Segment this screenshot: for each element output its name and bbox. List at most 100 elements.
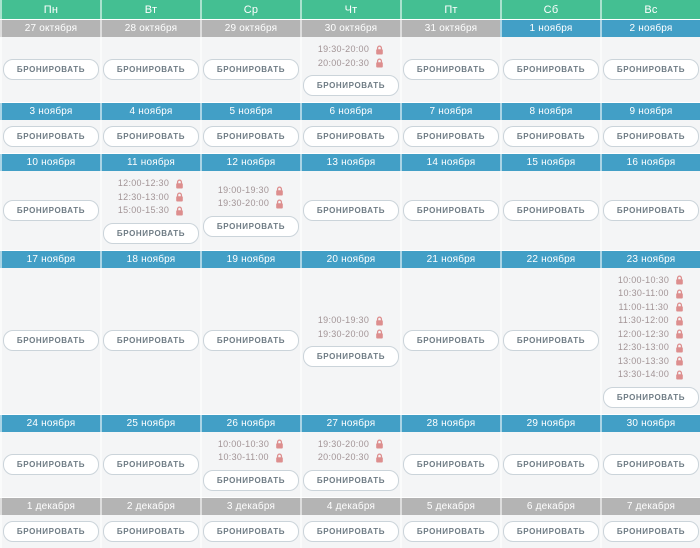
book-button[interactable]: БРОНИРОВАТЬ [102, 126, 200, 147]
day-cell: БРОНИРОВАТЬ [500, 431, 600, 497]
book-button[interactable]: БРОНИРОВАТЬ [202, 126, 300, 147]
lock-icon [176, 179, 183, 189]
book-button[interactable]: БРОНИРОВАТЬ [202, 215, 300, 237]
lock-icon [376, 316, 383, 326]
book-button[interactable]: БРОНИРОВАТЬ [2, 520, 100, 542]
weekday-row: Пн Вт Ср Чт Пт Сб Вс [0, 0, 700, 19]
date-row: 17 ноября 18 ноября 19 ноября 20 ноября 21 н… [0, 250, 700, 268]
day-cell: 19:30-20:00 20:00-20:30 БРОНИРОВАТЬ [300, 431, 400, 497]
weekday-header: Пн [0, 0, 100, 19]
time-slot: 12:30-13:00 [118, 191, 184, 205]
book-button[interactable]: БРОНИРОВАТЬ [402, 520, 500, 542]
book-button[interactable]: БРОНИРОВАТЬ [602, 59, 700, 80]
lock-icon [176, 206, 183, 216]
book-button[interactable]: БРОНИРОВАТЬ [2, 453, 100, 475]
day-cell: БРОНИРОВАТЬ [0, 171, 100, 250]
weekday-header: Чт [300, 0, 400, 19]
lock-icon [276, 185, 283, 195]
date-row: 24 ноября 25 ноября 26 ноября 27 ноября 28 н… [0, 414, 700, 432]
day-cell: БРОНИРОВАТЬ [600, 514, 700, 548]
book-button[interactable]: БРОНИРОВАТЬ [402, 59, 500, 80]
date-cell: 3 ноября [0, 103, 100, 120]
date-cell: 10 ноября [0, 154, 100, 171]
day-cell: 12:00-12:30 12:30-13:00 15:00-15:30 БРОНИРО… [100, 171, 200, 250]
book-button[interactable]: БРОНИРОВАТЬ [202, 469, 300, 491]
day-cell: БРОНИРОВАТЬ [0, 431, 100, 497]
date-row: 10 ноября 11 ноября 12 ноября 13 ноября 14 н… [0, 154, 700, 171]
book-button[interactable]: БРОНИРОВАТЬ [302, 126, 400, 147]
book-button[interactable]: БРОНИРОВАТЬ [2, 199, 100, 221]
book-button[interactable]: БРОНИРОВАТЬ [102, 330, 200, 351]
book-button[interactable]: БРОНИРОВАТЬ [402, 453, 500, 475]
date-cell: 29 ноября [500, 414, 600, 432]
day-cell: БРОНИРОВАТЬ [600, 431, 700, 497]
book-button[interactable]: БРОНИРОВАТЬ [502, 520, 600, 542]
day-cell: БРОНИРОВАТЬ [200, 37, 300, 102]
date-cell: 3 декабря [200, 497, 300, 515]
book-button[interactable]: БРОНИРОВАТЬ [202, 520, 300, 542]
book-button[interactable]: БРОНИРОВАТЬ [2, 126, 100, 147]
day-cell: БРОНИРОВАТЬ [200, 514, 300, 548]
book-button[interactable]: БРОНИРОВАТЬ [502, 59, 600, 80]
time-slot: 15:00-15:30 [118, 204, 184, 218]
book-button[interactable]: БРОНИРОВАТЬ [2, 330, 100, 351]
book-button[interactable]: БРОНИРОВАТЬ [502, 126, 600, 147]
book-button[interactable]: БРОНИРОВАТЬ [502, 199, 600, 221]
book-button[interactable]: БРОНИРОВАТЬ [502, 330, 600, 351]
book-button[interactable]: БРОНИРОВАТЬ [102, 222, 200, 244]
date-cell: 29 октября [200, 20, 300, 37]
time-slot: 19:00-19:30 [318, 314, 384, 328]
book-button[interactable]: БРОНИРОВАТЬ [302, 346, 400, 367]
day-cell: БРОНИРОВАТЬ [100, 514, 200, 548]
book-button[interactable]: БРОНИРОВАТЬ [602, 126, 700, 147]
day-cell: 19:30-20:00 20:00-20:30 БРОНИРОВАТЬ [300, 37, 400, 102]
date-cell: 25 ноября [100, 414, 200, 432]
day-cell: БРОНИРОВАТЬ [600, 171, 700, 250]
book-button[interactable]: БРОНИРОВАТЬ [302, 469, 400, 491]
book-button[interactable]: БРОНИРОВАТЬ [602, 386, 700, 408]
time-slot: 10:00-10:30 [218, 438, 284, 452]
slot-list: 19:00-19:30 19:30-20:00 [218, 184, 284, 211]
date-cell: 31 октября [400, 20, 500, 37]
slot-time: 20:00-20:30 [317, 57, 370, 68]
book-button[interactable]: БРОНИРОВАТЬ [2, 59, 100, 80]
book-button[interactable]: БРОНИРОВАТЬ [502, 453, 600, 475]
slot-list: 19:00-19:30 19:30-20:00 [318, 314, 384, 341]
weekday-header: Пт [400, 0, 500, 19]
book-button[interactable]: БРОНИРОВАТЬ [302, 520, 400, 542]
time-slot: 13:30-14:00 [618, 368, 684, 382]
time-slot: 19:30-20:00 [318, 438, 384, 452]
book-button[interactable]: БРОНИРОВАТЬ [602, 520, 700, 542]
time-slot: 20:00-20:30 [318, 451, 384, 465]
book-button[interactable]: БРОНИРОВАТЬ [302, 75, 400, 96]
day-cell: БРОНИРОВАТЬ [300, 514, 400, 548]
content-row: БРОНИРОВАТЬ 12:00-12:30 12:30-13:00 15:00-1… [0, 171, 700, 250]
book-button[interactable]: БРОНИРОВАТЬ [602, 199, 700, 221]
book-button[interactable]: БРОНИРОВАТЬ [202, 330, 300, 351]
book-button[interactable]: БРОНИРОВАТЬ [202, 59, 300, 80]
date-cell: 21 ноября [400, 250, 500, 268]
book-button[interactable]: БРОНИРОВАТЬ [102, 453, 200, 475]
date-cell: 6 декабря [500, 497, 600, 515]
day-cell: БРОНИРОВАТЬ [500, 120, 600, 153]
book-button[interactable]: БРОНИРОВАТЬ [402, 330, 500, 351]
day-cell: БРОНИРОВАТЬ [400, 171, 500, 250]
book-button[interactable]: БРОНИРОВАТЬ [302, 199, 400, 221]
slot-time: 10:30-11:00 [618, 288, 669, 298]
book-button[interactable]: БРОНИРОВАТЬ [402, 126, 500, 147]
date-cell: 9 ноября [600, 103, 700, 120]
date-cell: 2 декабря [100, 497, 200, 515]
slot-time: 10:00-10:30 [217, 438, 270, 449]
day-cell: БРОНИРОВАТЬ [100, 267, 200, 414]
book-button[interactable]: БРОНИРОВАТЬ [102, 59, 200, 80]
slot-list: 10:00-10:30 10:30-11:00 11:00-11:30 11:30-1… [618, 274, 684, 382]
day-cell: БРОНИРОВАТЬ [100, 120, 200, 153]
lock-icon [676, 343, 683, 353]
book-button[interactable]: БРОНИРОВАТЬ [402, 199, 500, 221]
weekday-header: Сб [500, 0, 600, 19]
book-button[interactable]: БРОНИРОВАТЬ [602, 453, 700, 475]
slot-time: 10:00-10:30 [617, 274, 670, 285]
day-cell: 10:00-10:30 10:30-11:00 БРОНИРОВАТЬ [200, 431, 300, 497]
lock-icon [376, 453, 383, 463]
book-button[interactable]: БРОНИРОВАТЬ [102, 520, 200, 542]
